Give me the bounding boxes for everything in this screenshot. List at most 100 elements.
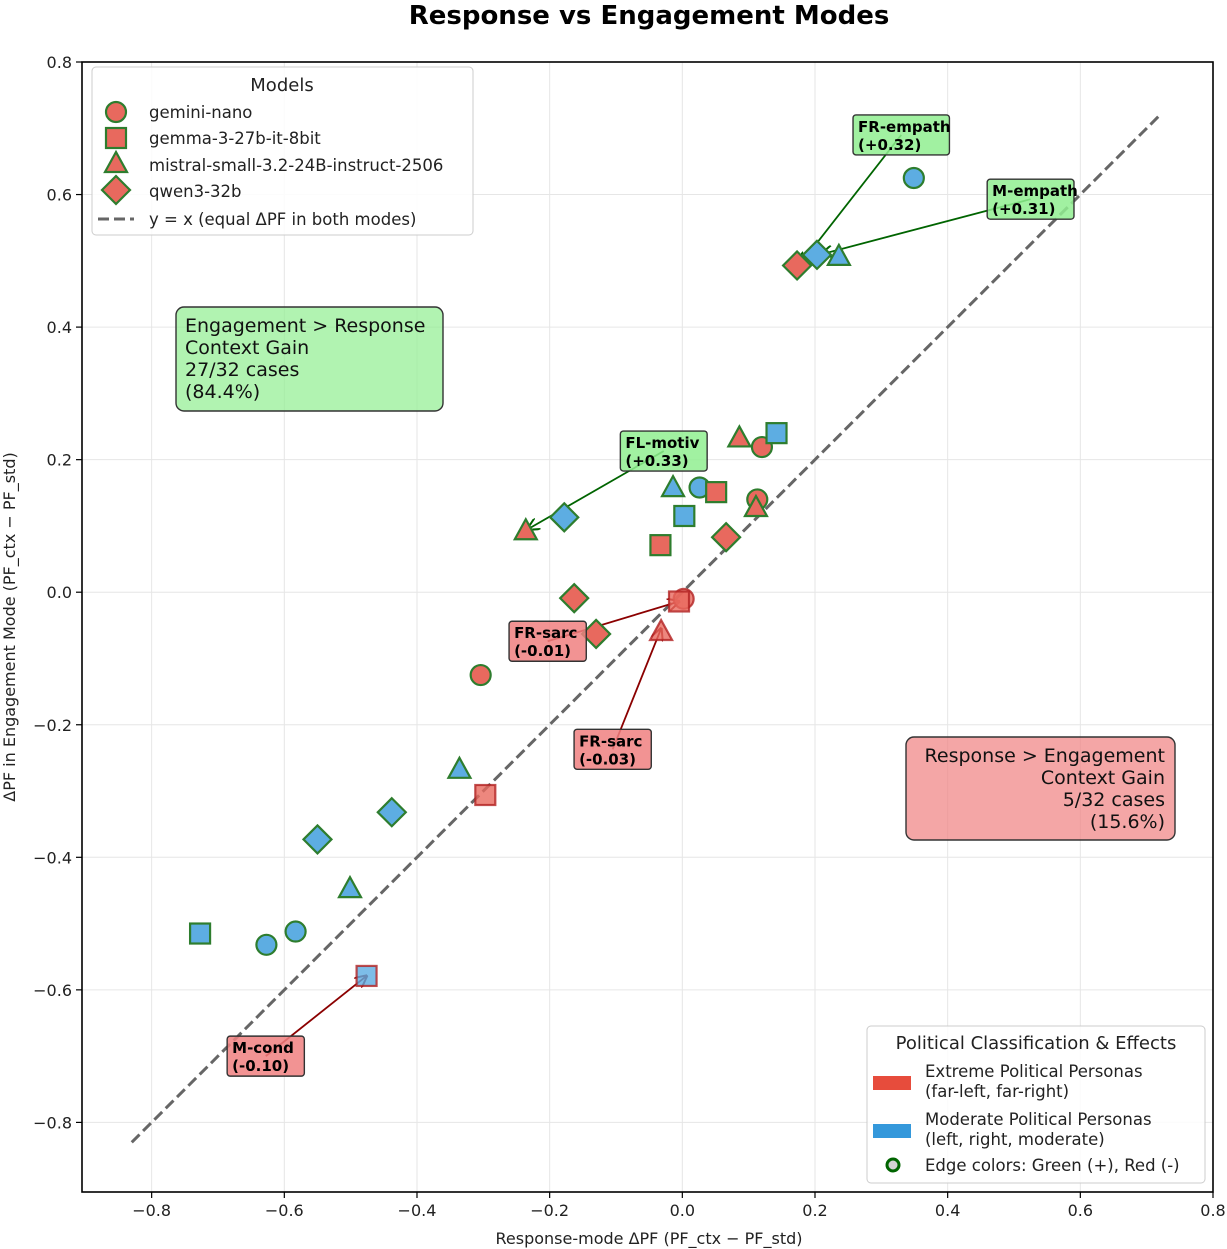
data-point-diamond xyxy=(548,501,580,533)
legend-models-frame xyxy=(91,66,474,236)
data-point-square xyxy=(355,964,378,988)
x-axis-label: Response-mode ΔPF (PF_ctx − PF_std) xyxy=(495,1229,802,1249)
legend-diamond-icon xyxy=(100,174,132,206)
legend-extreme-line1: Extreme Political Personas xyxy=(925,1062,1143,1081)
data-point-diamond xyxy=(558,582,590,614)
info-box-lower-right xyxy=(905,736,1176,841)
y-tick-label: 0.8 xyxy=(47,53,72,72)
annotation-box xyxy=(573,728,652,770)
legend-entry-reference-line: y = x (equal ΔPF in both modes) xyxy=(149,210,416,229)
data-point-square xyxy=(649,534,672,557)
x-axis-ticks: −0.8 −0.6 −0.4 −0.2 0.0 0.2 0.4 0.6 0.8 xyxy=(132,1192,1226,1220)
x-tick-label: 0.4 xyxy=(935,1201,960,1220)
legend-moderate-line1: Moderate Political Personas xyxy=(925,1110,1152,1129)
annotation-label-name: FR-sarc xyxy=(514,624,577,642)
x-tick-label: 0.8 xyxy=(1200,1201,1225,1220)
legend-classification-frame xyxy=(866,1025,1206,1184)
info-box-text: Response > Engagement xyxy=(925,745,1165,767)
x-tick-label: −0.4 xyxy=(398,1201,437,1220)
y-tick-label: −0.8 xyxy=(33,1113,72,1132)
annotation-box xyxy=(226,1035,306,1077)
data-point-triangle xyxy=(826,242,852,266)
annotation-label-name: FR-empath xyxy=(858,118,951,136)
y-tick-label: 0.2 xyxy=(47,451,72,470)
legend-classification-title: Political Classification & Effects xyxy=(896,1033,1177,1054)
data-point-circle xyxy=(469,663,492,687)
data-point-circle xyxy=(255,933,278,956)
annotation-label-name: FL-motiv xyxy=(625,434,699,452)
edge-color-circle-icon xyxy=(885,1157,901,1173)
plot-frame xyxy=(81,61,1214,1193)
data-point-circle xyxy=(902,166,925,190)
y-tick-label: 0.6 xyxy=(47,186,72,205)
y-axis-ticks: −0.8 −0.6 −0.4 −0.2 0.0 0.2 0.4 0.6 0.8 xyxy=(33,53,82,1132)
data-point-square xyxy=(705,481,728,504)
annotation-label-value: (-0.03) xyxy=(579,750,636,768)
legend-classification: Political Classification & Effects Extre… xyxy=(866,1025,1206,1184)
x-tick-label: −0.8 xyxy=(132,1201,171,1220)
legend-moderate-line2: (left, right, moderate) xyxy=(925,1130,1105,1149)
data-point-triangle xyxy=(512,516,539,541)
data-point-square xyxy=(673,504,696,528)
x-tick-label: −0.6 xyxy=(265,1201,304,1220)
legend-models: Models gemini-nano gemma-3-27b-it-8bit m… xyxy=(91,66,474,236)
x-tick-label: 0.0 xyxy=(670,1201,695,1220)
annotation-label-name: M-cond xyxy=(232,1039,294,1057)
annotation-box xyxy=(986,178,1075,220)
annotation-label-value: (-0.10) xyxy=(232,1057,289,1075)
annotation-box xyxy=(619,430,708,472)
data-point-square xyxy=(188,922,212,945)
legend-circle-icon xyxy=(104,100,128,124)
data-points xyxy=(188,166,925,988)
legend-square-icon xyxy=(104,126,128,150)
legend-triangle-icon xyxy=(103,149,129,174)
data-point-triangle xyxy=(660,473,686,498)
annotation-label-value: (-0.01) xyxy=(514,642,571,660)
legend-entry-gemma: gemma-3-27b-it-8bit xyxy=(149,129,321,148)
data-point-diamond xyxy=(301,823,334,855)
data-point-triangle xyxy=(726,424,753,448)
info-box-text: 27/32 cases xyxy=(185,359,299,381)
annotation-label-value: (+0.32) xyxy=(858,136,921,154)
data-point-triangle xyxy=(446,755,473,779)
annotation-label-name: FR-sarc xyxy=(579,732,642,750)
annotation-box xyxy=(508,620,587,662)
moderate-color-swatch xyxy=(873,1124,911,1138)
legend-edge-colors: Edge colors: Green (+), Red (-) xyxy=(925,1156,1180,1175)
chart-title: Response vs Engagement Modes xyxy=(409,1,890,31)
info-box-text: Engagement > Response xyxy=(185,315,425,337)
info-box-text: (15.6%) xyxy=(1090,811,1165,833)
data-point-square xyxy=(765,422,788,445)
data-point-triangle xyxy=(648,617,674,642)
info-box-text: 5/32 cases xyxy=(1063,789,1165,811)
annotation-arrows xyxy=(265,134,1031,1057)
y-tick-label: −0.4 xyxy=(33,848,72,867)
y-tick-label: −0.6 xyxy=(33,981,72,1000)
y-tick-label: 0.4 xyxy=(47,318,72,337)
x-tick-label: −0.2 xyxy=(530,1201,569,1220)
data-point-triangle xyxy=(743,493,769,518)
data-point-square xyxy=(474,783,497,807)
info-box-text: Context Gain xyxy=(185,337,309,359)
data-point-diamond xyxy=(376,796,408,828)
annotation-label-value: (+0.33) xyxy=(625,452,688,470)
x-tick-label: 0.2 xyxy=(802,1201,827,1220)
x-tick-label: 0.6 xyxy=(1068,1201,1093,1220)
extreme-color-swatch xyxy=(873,1076,911,1090)
data-point-triangle xyxy=(337,874,363,899)
legend-entry-qwen: qwen3-32b xyxy=(149,182,242,201)
y-axis-label: ΔPF in Engagement Mode (PF_ctx − PF_std) xyxy=(0,452,20,801)
data-point-diamond xyxy=(710,521,742,553)
y-tick-label: −0.2 xyxy=(33,716,72,735)
info-box-text: (84.4%) xyxy=(185,381,260,403)
annotation-label-name: M-empath xyxy=(992,182,1078,200)
reference-line-y-equals-x xyxy=(130,113,1161,1144)
data-point-diamond xyxy=(801,239,833,271)
data-point-diamond xyxy=(781,249,813,282)
legend-models-title: Models xyxy=(250,75,313,96)
reference-line-group xyxy=(130,113,1161,1144)
annotation-labels: FR-empath(+0.32)M-empath(+0.31)FL-motiv(… xyxy=(226,114,1078,1077)
info-box-text: Context Gain xyxy=(1041,767,1165,789)
